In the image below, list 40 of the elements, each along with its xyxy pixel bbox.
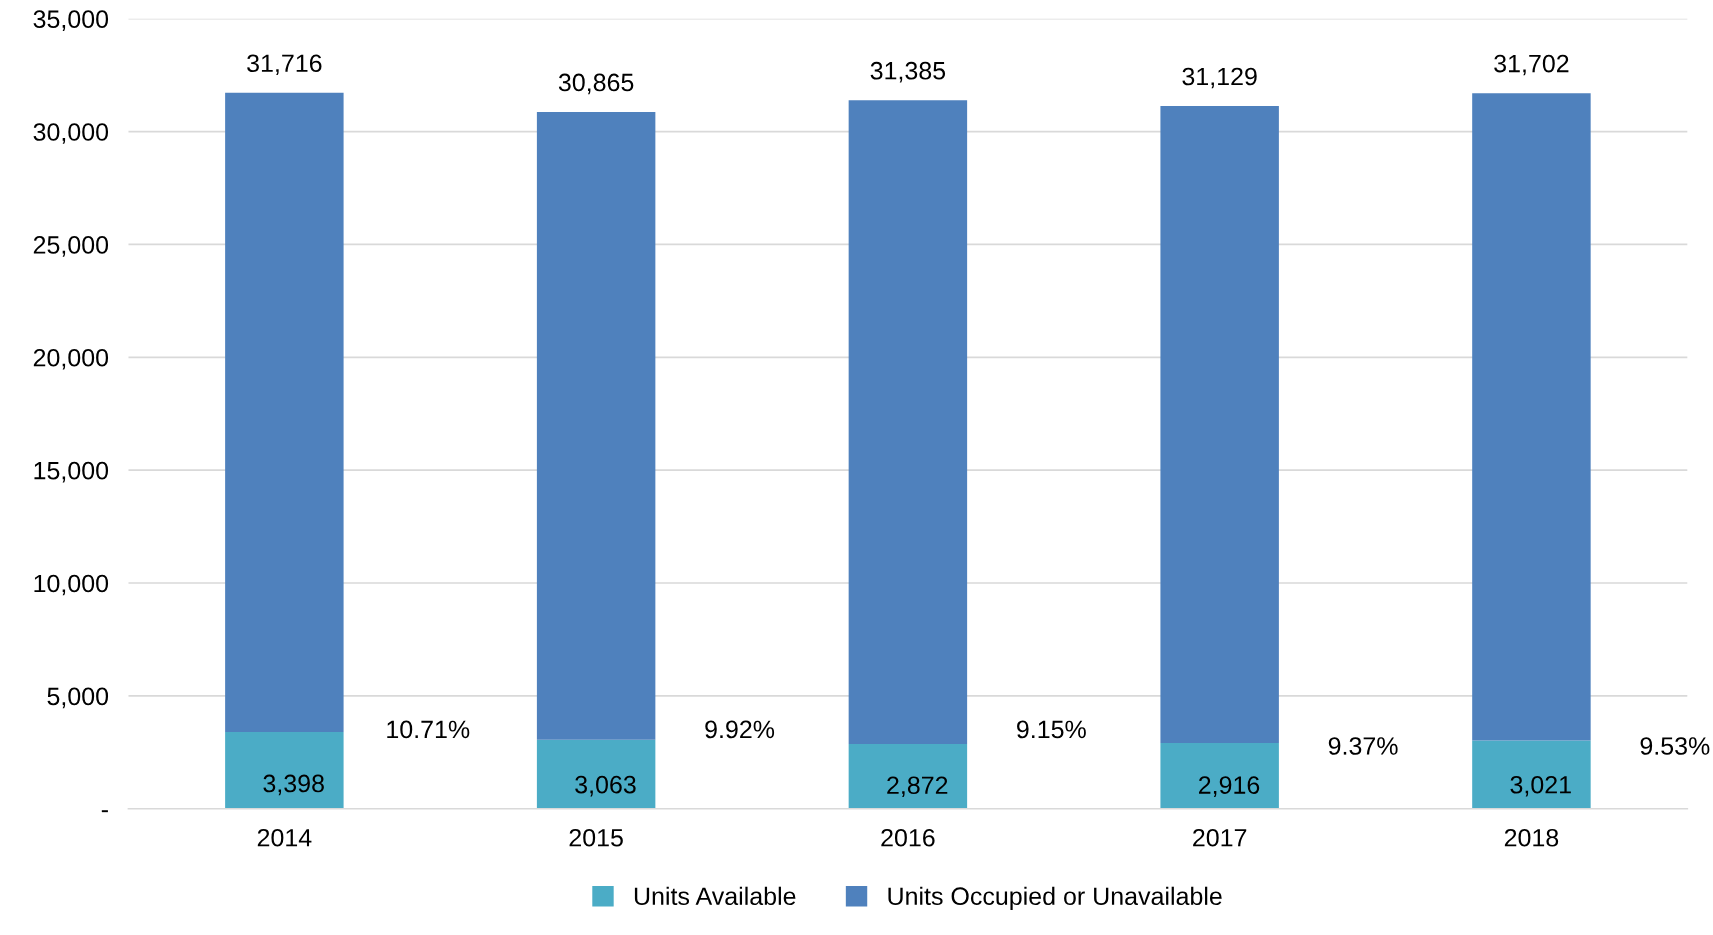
total-label: 30,865: [558, 73, 634, 95]
legend-label: Units Occupied or Unavailable: [888, 886, 1222, 911]
total-label: 31,716: [247, 54, 322, 76]
bar: [536, 739, 656, 809]
y-tick-label: 25,000: [33, 236, 109, 257]
y-tick-label: 5,000: [47, 687, 109, 709]
bar: [848, 100, 968, 744]
total-label: 31,129: [1182, 67, 1257, 89]
bar: [1160, 742, 1279, 809]
total-label: 31,385: [870, 61, 946, 83]
data-label: 3,063: [575, 775, 636, 797]
x-tick-label: 2017: [1193, 828, 1247, 847]
bar: [1160, 106, 1279, 743]
y-tick-label: 20,000: [33, 348, 109, 370]
total-label: 31,702: [1494, 54, 1569, 76]
x-tick-label: 2018: [1504, 828, 1559, 847]
data-label: 3,398: [263, 774, 324, 796]
bar: [536, 112, 656, 740]
annotation: 9.37%: [1328, 737, 1398, 755]
legend-label: Units Available: [634, 886, 796, 906]
bar: [1472, 740, 1591, 809]
x-tick-label: 2016: [881, 828, 935, 847]
y-tick-label: 30,000: [33, 123, 109, 144]
y-tick-label: 35,000: [33, 10, 109, 31]
bar: [1472, 93, 1591, 741]
y-tick-label: 10,000: [34, 574, 109, 596]
annotation: 9.92%: [705, 720, 775, 739]
x-tick-label: 2014: [257, 828, 312, 847]
bar: [225, 92, 344, 733]
data-label: 3,021: [1510, 775, 1571, 797]
x-tick-label: 2015: [569, 828, 623, 847]
annotation: 9.53%: [1640, 737, 1710, 755]
annotation: 10.71%: [387, 720, 470, 739]
y-tick-label: 15,000: [34, 461, 109, 483]
bar: [225, 732, 344, 809]
bar: [848, 743, 968, 809]
data-label: 2,916: [1198, 776, 1260, 797]
annotation: 9.15%: [1017, 720, 1086, 739]
y-tick-label: -: [101, 810, 108, 813]
data-label: 2,872: [887, 776, 948, 798]
